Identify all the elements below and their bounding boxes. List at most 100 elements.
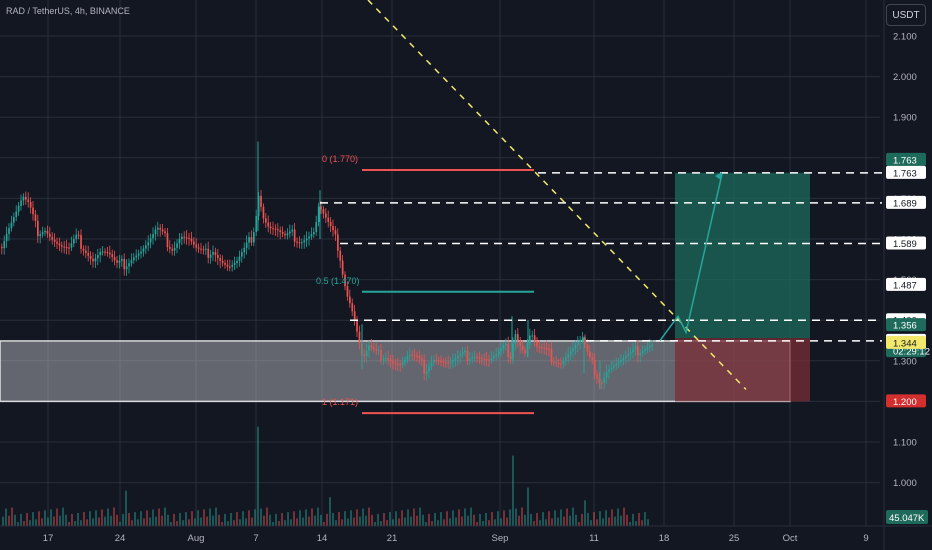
volume-bar [224, 513, 226, 526]
candle-body [87, 252, 90, 256]
volume-bar [158, 508, 160, 526]
volume-bar [419, 507, 421, 526]
candle-body [569, 351, 572, 355]
candle-body [289, 231, 291, 234]
volume-bar [644, 512, 646, 526]
candle-body [577, 342, 579, 346]
volume-bar [383, 513, 385, 526]
candle-body [176, 243, 178, 248]
candle-body [63, 246, 66, 248]
candle-body [445, 362, 447, 364]
candle-body [603, 377, 606, 383]
candle-body [109, 252, 111, 255]
volume-bar [347, 518, 349, 526]
candle-body [118, 260, 121, 263]
candle-body [130, 260, 133, 264]
volume-bar [218, 514, 220, 526]
date-tick-label: 11 [589, 533, 599, 544]
candle-body [555, 362, 558, 364]
volume-bar [131, 520, 133, 526]
volume-bar [425, 522, 427, 526]
date-tick-label: 9 [863, 533, 868, 544]
candle-body [224, 263, 226, 265]
volume-bar [455, 517, 457, 526]
candle-body [25, 196, 27, 200]
currency-button[interactable]: USDT [886, 4, 926, 26]
candle-body [478, 357, 481, 359]
candle-body [514, 334, 517, 344]
candle-body [241, 252, 243, 257]
volume-bar [65, 514, 67, 526]
volume-bar [74, 521, 76, 526]
volume-bar [599, 511, 601, 526]
candle-body [553, 361, 555, 363]
volume-bar [299, 510, 301, 526]
candle-body [73, 239, 75, 244]
candle-body [596, 374, 598, 379]
volume-bar [590, 520, 592, 526]
volume-bar [497, 511, 499, 526]
fib-level-label: 1 (1.171) [322, 397, 358, 407]
volume-bar [23, 521, 25, 526]
candle-body [464, 350, 466, 353]
candle-body [646, 347, 649, 350]
candle-body [488, 359, 490, 361]
candle-body [584, 337, 586, 345]
candle-body [178, 239, 181, 244]
candle-body [1, 247, 3, 249]
volume-bar [62, 507, 64, 526]
projection-path [659, 173, 723, 341]
candle-body [461, 352, 464, 355]
candle-body [17, 205, 20, 212]
date-tick-label: 17 [43, 533, 54, 544]
candle-body [500, 348, 502, 352]
candle-body [277, 229, 279, 231]
candle-body [200, 248, 202, 250]
candle-body [351, 303, 354, 312]
volume-bar [434, 513, 436, 526]
price-badge [886, 152, 926, 166]
candle-body [550, 349, 553, 362]
candle-body [329, 221, 332, 227]
candle-body [298, 242, 301, 244]
candle-body [101, 251, 104, 253]
price-badge [886, 277, 926, 291]
volume-bar [374, 522, 376, 526]
candle-body [22, 196, 25, 201]
candle-body [245, 242, 248, 248]
volume-bar [431, 521, 433, 526]
volume-bar [239, 519, 241, 526]
candle-body [634, 346, 637, 350]
candle-body [169, 247, 171, 249]
candle-body [565, 357, 567, 361]
candle-body [591, 357, 594, 360]
candle-body [457, 356, 459, 359]
volume-bar [113, 507, 115, 526]
symbol-title: RAD / TetherUS, 4h, BINANCE [6, 6, 130, 16]
candle-body [325, 213, 327, 218]
candle-body [61, 245, 63, 247]
candle-body [524, 350, 526, 354]
volume-bar [182, 520, 184, 526]
candle-body [452, 360, 454, 362]
volume-bar [266, 507, 268, 526]
volume-bar [584, 500, 586, 526]
candle-body [346, 286, 349, 297]
volume-bar [290, 519, 292, 526]
volume-bar [392, 519, 394, 526]
candle-body [195, 244, 198, 248]
candle-body [449, 361, 452, 364]
candle-body [185, 237, 188, 239]
price-badge-text: 1.589 [893, 239, 917, 250]
volume-bar [635, 521, 637, 526]
candle-body [327, 217, 330, 222]
volume-bar [605, 510, 607, 526]
candle-body [481, 358, 483, 360]
volume-bar [194, 518, 196, 526]
volume-bar [233, 520, 235, 526]
volume-bar [641, 520, 643, 526]
candle-body [495, 354, 498, 357]
candle-body [159, 227, 162, 230]
candle-body [205, 248, 207, 250]
